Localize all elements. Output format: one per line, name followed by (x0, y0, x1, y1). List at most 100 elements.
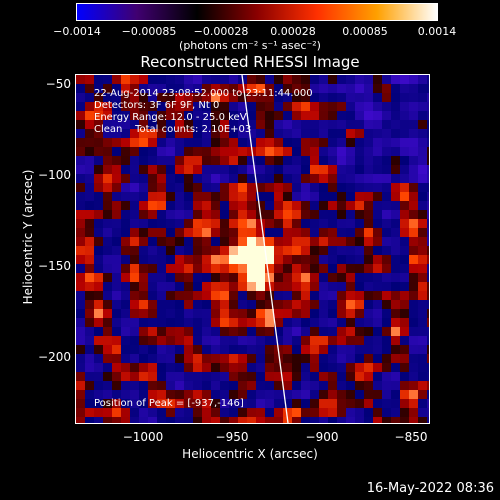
heatmap-cell (247, 183, 256, 192)
heatmap-cell (139, 210, 148, 219)
heatmap-cell (130, 372, 139, 381)
heatmap-cell (319, 282, 328, 291)
heatmap-cell (220, 174, 229, 183)
heatmap-cell (319, 165, 328, 174)
annotation-peak: Position of Peak = [-937,-146] (94, 398, 244, 409)
heatmap-cell (166, 219, 175, 228)
heatmap-cell (409, 210, 418, 219)
heatmap-cell (337, 408, 346, 417)
heatmap-cell (112, 372, 121, 381)
heatmap-cell (256, 219, 265, 228)
heatmap-cell (229, 345, 238, 354)
colorbar-tick: −0.00028 (193, 25, 249, 38)
heatmap-cell (229, 192, 238, 201)
heatmap-cell (274, 210, 283, 219)
heatmap-cell (148, 354, 157, 363)
heatmap-cell (310, 120, 319, 129)
heatmap-cell (265, 102, 274, 111)
heatmap-cell (427, 291, 429, 300)
heatmap-cell (211, 381, 220, 390)
heatmap-cell (76, 300, 85, 309)
heatmap-cell (382, 318, 391, 327)
heatmap-cell (337, 345, 346, 354)
heatmap-cell (184, 237, 193, 246)
heatmap-cell (184, 120, 193, 129)
heatmap-cell (391, 174, 400, 183)
heatmap-cell (202, 291, 211, 300)
heatmap-cell (157, 147, 166, 156)
heatmap-cell (220, 336, 229, 345)
heatmap-cell (157, 201, 166, 210)
heatmap-cell (112, 399, 121, 408)
heatmap-cell (337, 318, 346, 327)
heatmap-cell (310, 75, 319, 84)
heatmap-cell (391, 381, 400, 390)
heatmap-cell (391, 93, 400, 102)
heatmap-cell (148, 165, 157, 174)
heatmap-cell (193, 408, 202, 417)
heatmap-cell (427, 390, 429, 399)
heatmap-cell (211, 228, 220, 237)
heatmap-cell (427, 345, 429, 354)
heatmap-cell (166, 138, 175, 147)
heatmap-cell (274, 264, 283, 273)
heatmap-cell (373, 75, 382, 84)
heatmap-cell (229, 156, 238, 165)
heatmap-cell (94, 255, 103, 264)
heatmap-cell (166, 318, 175, 327)
heatmap-cell (184, 354, 193, 363)
heatmap-cell (310, 210, 319, 219)
heatmap-cell (382, 417, 391, 423)
heatmap-cell (112, 381, 121, 390)
heatmap-cell (292, 417, 301, 423)
heatmap-cell (157, 255, 166, 264)
heatmap-cell (292, 75, 301, 84)
heatmap-cell (265, 228, 274, 237)
heatmap-cell (319, 84, 328, 93)
heatmap-cell (418, 111, 427, 120)
heatmap-cell (229, 417, 238, 423)
heatmap-cell (382, 111, 391, 120)
heatmap-cell (238, 192, 247, 201)
heatmap-cell (121, 417, 130, 423)
heatmap-cell (274, 111, 283, 120)
heatmap-cell (157, 129, 166, 138)
heatmap-cell (391, 354, 400, 363)
heatmap-cell (238, 228, 247, 237)
heatmap-cell (76, 417, 85, 423)
heatmap-cell (274, 183, 283, 192)
heatmap-cell (301, 147, 310, 156)
heatmap-cell (427, 309, 429, 318)
heatmap-cell (202, 210, 211, 219)
heatmap-cell (319, 129, 328, 138)
heatmap-cell (328, 399, 337, 408)
heatmap-cell (427, 111, 429, 120)
heatmap-cell (220, 408, 229, 417)
heatmap-cell (94, 363, 103, 372)
heatmap-cell (319, 273, 328, 282)
heatmap-cell (94, 228, 103, 237)
heatmap-cell (319, 192, 328, 201)
heatmap-cell (391, 201, 400, 210)
heatmap-cell (139, 246, 148, 255)
heatmap-cell (238, 381, 247, 390)
heatmap-cell (427, 273, 429, 282)
heatmap-cell (157, 84, 166, 93)
heatmap-cell (274, 84, 283, 93)
heatmap-cell (193, 345, 202, 354)
heatmap-cell (337, 372, 346, 381)
heatmap-cell (85, 237, 94, 246)
heatmap-cell (427, 192, 429, 201)
heatmap-cell (85, 147, 94, 156)
heatmap-cell (157, 93, 166, 102)
heatmap-cell (76, 192, 85, 201)
heatmap-cell (220, 201, 229, 210)
heatmap-cell (220, 183, 229, 192)
heatmap-cell (319, 201, 328, 210)
heatmap-cell (193, 75, 202, 84)
heatmap-cell (193, 129, 202, 138)
heatmap-cell (220, 237, 229, 246)
heatmap-cell (103, 165, 112, 174)
heatmap-cell (238, 255, 247, 264)
heatmap-cell (184, 282, 193, 291)
